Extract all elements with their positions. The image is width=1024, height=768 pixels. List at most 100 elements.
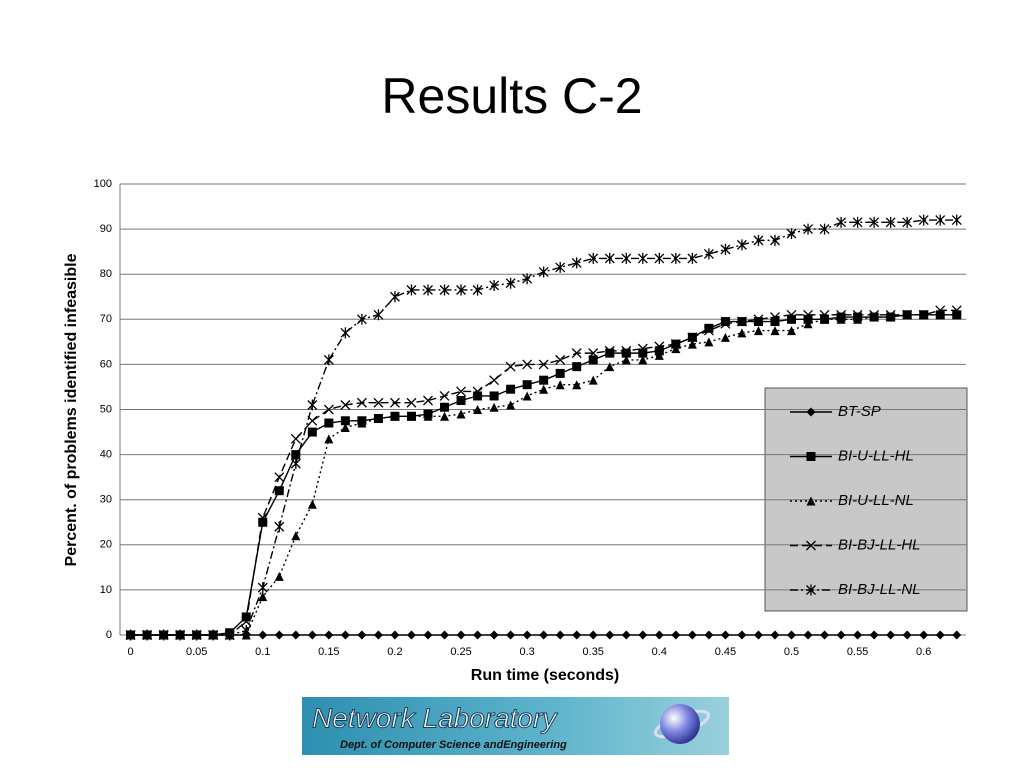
- marker: [836, 314, 846, 324]
- x-tick-label: 0: [128, 646, 134, 658]
- marker: [324, 434, 334, 444]
- y-tick-label: 30: [100, 494, 112, 506]
- marker: [439, 284, 450, 296]
- x-tick-label: 0.3: [519, 646, 534, 658]
- marker: [951, 305, 962, 316]
- y-tick-label: 20: [100, 539, 112, 551]
- marker: [357, 418, 367, 428]
- marker: [390, 630, 400, 640]
- marker: [720, 243, 731, 255]
- marker: [687, 332, 698, 343]
- marker: [770, 630, 780, 640]
- legend-label: BI-BJ-LL-HL: [838, 536, 921, 553]
- x-tick-label: 0.55: [847, 646, 868, 658]
- x-tick-label: 0.35: [583, 646, 604, 658]
- marker: [720, 630, 730, 640]
- marker: [836, 309, 847, 320]
- marker: [274, 521, 285, 533]
- marker: [472, 386, 483, 397]
- legend-label: BT-SP: [838, 403, 881, 420]
- marker: [935, 310, 945, 320]
- marker: [373, 630, 383, 640]
- marker: [605, 630, 615, 640]
- marker: [803, 314, 813, 324]
- x-tick-label: 0.4: [652, 646, 667, 658]
- marker: [770, 326, 780, 336]
- marker: [737, 630, 747, 640]
- marker: [869, 312, 879, 322]
- y-tick-label: 50: [100, 403, 112, 415]
- marker: [258, 592, 268, 602]
- marker: [819, 309, 830, 320]
- marker: [323, 354, 334, 366]
- marker: [522, 359, 533, 370]
- marker: [291, 531, 301, 541]
- marker: [820, 314, 830, 324]
- marker: [522, 273, 533, 285]
- marker: [241, 624, 252, 636]
- marker: [356, 397, 367, 408]
- marker: [423, 395, 433, 406]
- marker: [737, 328, 747, 338]
- marker: [806, 407, 816, 417]
- marker: [423, 411, 433, 421]
- marker: [604, 252, 615, 264]
- marker: [389, 291, 400, 303]
- marker: [637, 252, 648, 264]
- marker: [935, 630, 945, 640]
- x-tick-label: 0.05: [186, 646, 207, 658]
- marker: [852, 309, 863, 320]
- marker: [654, 350, 664, 360]
- marker: [687, 630, 697, 640]
- marker: [869, 216, 880, 228]
- marker: [158, 629, 169, 641]
- marker: [637, 343, 648, 354]
- marker: [539, 384, 549, 394]
- marker: [257, 582, 268, 594]
- marker: [671, 344, 681, 354]
- marker: [588, 630, 598, 640]
- marker: [638, 355, 648, 365]
- marker: [290, 458, 301, 470]
- marker: [505, 361, 516, 372]
- marker: [919, 630, 929, 640]
- marker: [753, 234, 764, 246]
- y-tick-label: 0: [106, 629, 112, 641]
- legend-label: BI-U-LL-HL: [838, 447, 914, 464]
- marker: [489, 630, 499, 640]
- marker: [258, 517, 268, 527]
- marker: [703, 248, 714, 260]
- x-tick-label: 0.2: [387, 646, 402, 658]
- marker: [440, 630, 450, 640]
- marker: [274, 486, 284, 496]
- marker: [952, 630, 962, 640]
- marker: [571, 348, 582, 359]
- y-tick-label: 70: [100, 313, 112, 325]
- marker: [340, 327, 351, 339]
- marker: [175, 629, 186, 641]
- marker: [191, 629, 202, 641]
- marker: [720, 317, 730, 327]
- marker: [324, 418, 334, 428]
- marker: [803, 223, 813, 235]
- series-line: [130, 314, 957, 636]
- marker: [208, 629, 219, 641]
- x-tick-label: 0.25: [450, 646, 471, 658]
- marker: [440, 411, 450, 421]
- marker: [506, 400, 516, 410]
- x-tick-label: 0.1: [255, 646, 270, 658]
- marker: [605, 362, 615, 372]
- marker: [952, 310, 962, 320]
- marker: [605, 348, 615, 358]
- marker: [869, 309, 880, 320]
- x-axis-label: Run time (seconds): [471, 667, 619, 684]
- marker: [806, 452, 816, 461]
- marker: [323, 404, 334, 415]
- marker: [555, 630, 565, 640]
- marker: [440, 402, 450, 412]
- marker: [539, 375, 549, 385]
- marker: [654, 341, 665, 352]
- marker: [786, 228, 797, 240]
- marker: [902, 630, 912, 640]
- marker: [803, 630, 813, 640]
